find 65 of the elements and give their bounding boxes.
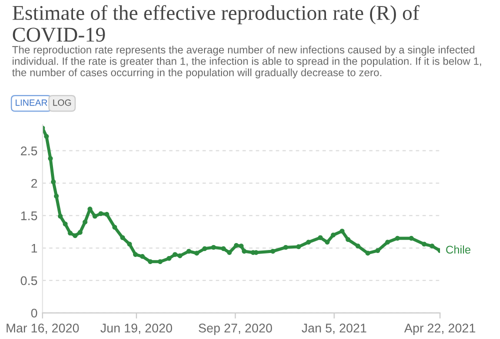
point bbox=[270, 248, 276, 254]
point bbox=[48, 156, 53, 161]
point bbox=[98, 211, 104, 216]
y-tick-label: 0 bbox=[31, 308, 38, 318]
point bbox=[422, 242, 427, 247]
point bbox=[318, 235, 323, 240]
x-tick-label: Apr 22, 2021 bbox=[404, 324, 476, 335]
x-tick-label: Sep 27, 2020 bbox=[198, 324, 272, 335]
point bbox=[50, 179, 56, 184]
point bbox=[78, 230, 83, 235]
point bbox=[44, 134, 49, 139]
x-tick-label: Mar 16, 2020 bbox=[6, 324, 79, 334]
point bbox=[127, 242, 132, 247]
point bbox=[202, 246, 208, 252]
point bbox=[62, 222, 68, 226]
point bbox=[324, 240, 330, 245]
point bbox=[186, 248, 192, 254]
y-tick-label: 1 bbox=[32, 244, 38, 253]
point bbox=[72, 233, 78, 238]
point bbox=[330, 232, 336, 238]
text: LOG bbox=[53, 99, 71, 106]
point bbox=[166, 256, 172, 261]
text: LINEAR bbox=[16, 100, 48, 106]
point bbox=[408, 236, 414, 241]
point bbox=[356, 244, 360, 249]
point bbox=[133, 252, 138, 257]
x-tick-label: Jan 5, 2021 bbox=[302, 324, 366, 334]
point bbox=[92, 214, 98, 219]
point bbox=[296, 244, 302, 250]
point bbox=[385, 240, 390, 245]
point bbox=[226, 250, 232, 255]
point bbox=[395, 236, 400, 241]
point bbox=[221, 246, 226, 252]
point bbox=[120, 235, 126, 240]
point bbox=[140, 254, 145, 259]
point bbox=[158, 259, 163, 264]
point bbox=[283, 244, 288, 250]
point bbox=[104, 212, 110, 217]
chart-subtitle: The reproduction rate represents the average number of new infections caused by a single infected individual. If the rate is greater than 1, the infection is able to spread in the population. If it is below 1, the number of cases occurring in the population will gradually decrease to zero. bbox=[12, 46, 482, 78]
y-tick-label: 1.5 bbox=[21, 212, 38, 220]
series-label: Chile bbox=[446, 245, 470, 254]
point bbox=[365, 250, 370, 256]
point bbox=[306, 240, 311, 245]
x-tick-label: Jun 19, 2020 bbox=[100, 324, 172, 334]
chart-title: Estimate of the effective reproduction rate (R) of COVID-19 bbox=[12, 5, 420, 42]
point bbox=[82, 220, 88, 224]
point bbox=[58, 214, 63, 219]
point bbox=[430, 244, 435, 249]
point bbox=[238, 244, 244, 249]
point bbox=[346, 237, 350, 242]
y-tick-label: 0.5 bbox=[20, 276, 38, 286]
point bbox=[112, 224, 118, 230]
point bbox=[68, 230, 73, 236]
point bbox=[211, 244, 216, 250]
point bbox=[234, 242, 239, 248]
point bbox=[242, 248, 247, 254]
point bbox=[148, 259, 153, 264]
y-tick-label: 2.5 bbox=[20, 146, 38, 156]
point bbox=[194, 250, 200, 256]
point bbox=[340, 228, 345, 234]
point bbox=[172, 252, 178, 257]
point bbox=[178, 253, 182, 258]
point bbox=[375, 248, 380, 254]
point bbox=[54, 194, 59, 199]
y-tick-label: 2 bbox=[31, 178, 38, 188]
